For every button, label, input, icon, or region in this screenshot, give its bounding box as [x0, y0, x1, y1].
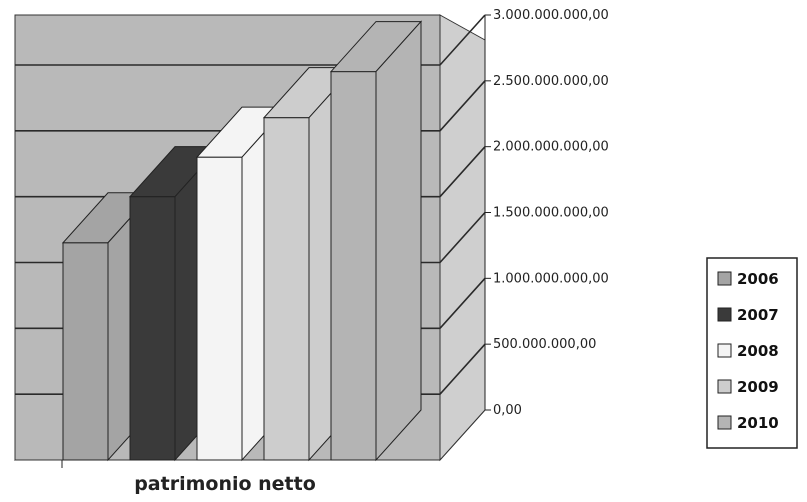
legend-label-2007: 2007: [737, 306, 779, 324]
legend-label-2009: 2009: [737, 378, 779, 396]
y-tick-label: 3.000.000.000,00: [493, 8, 609, 23]
gridline-side: [439, 80, 486, 132]
category-label: patrimonio netto: [134, 473, 316, 495]
legend-label-2010: 2010: [737, 414, 779, 432]
y-tick-label: 2.000.000.000,00: [493, 140, 609, 155]
y-tick-label: 500.000.000,00: [493, 337, 596, 352]
bars: [61, 20, 423, 462]
gridline-side: [439, 277, 486, 329]
bar-2010: [329, 20, 423, 462]
y-tick-label: 1.000.000.000,00: [493, 271, 609, 286]
gridline-side: [439, 211, 486, 264]
bar-front: [196, 156, 243, 461]
legend-swatch-2010: [717, 415, 732, 430]
y-tick-label: 1.500.000.000,00: [493, 206, 609, 221]
bar-side: [375, 20, 422, 462]
bar-front: [62, 242, 109, 461]
legend-swatch-2006: [717, 271, 732, 286]
value-axis: 0,00 500.000.000,00 1.000.000.000,00 1.500.…: [61, 8, 609, 468]
legend-swatch-2009: [717, 379, 732, 394]
bar-front: [129, 196, 176, 461]
legend-label-2008: 2008: [737, 342, 779, 360]
y-tick-label: 2.500.000.000,00: [493, 74, 609, 89]
bar-front: [330, 71, 377, 461]
y-tick-label: 0,00: [493, 403, 522, 418]
legend-swatch-2007: [717, 307, 732, 322]
gridline-side: [439, 343, 486, 395]
gridline-side: [439, 146, 486, 198]
bar-front: [263, 117, 310, 461]
legend-label-2006: 2006: [737, 270, 779, 288]
legend-swatch-2008: [717, 343, 732, 358]
legend: 2006 2007 2008 2009 2010: [706, 257, 798, 449]
gridline-side: [439, 14, 486, 66]
